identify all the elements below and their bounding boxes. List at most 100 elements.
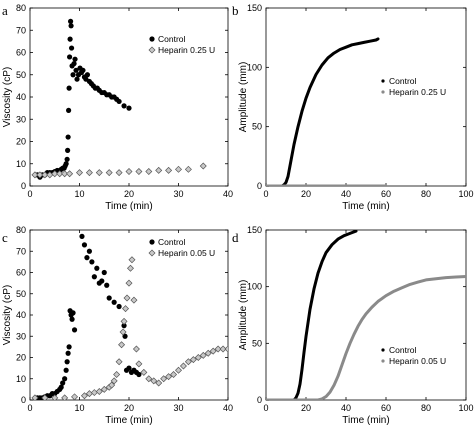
x-axis-label: Time (min) [105,201,152,212]
data-point [115,358,123,366]
data-point [111,299,117,305]
y-tick-label: 10 [16,159,26,169]
data-point [116,303,122,310]
data-point [165,166,173,174]
data-point [66,107,72,113]
data-point [132,345,140,353]
legend-marker [149,36,155,42]
legend-marker [149,239,155,245]
x-tick-label: 80 [421,189,431,199]
x-axis-label: Time (min) [342,201,389,212]
x-tick-label: 60 [381,403,391,413]
legend-entry: Control [389,76,417,86]
panel-b: 0 20 40 60 80 100 0 50 100 150 Time (min) Amplitude… [232,3,474,212]
data-point [51,170,59,178]
series-line [266,230,358,400]
data-point [113,371,121,378]
data-point [41,394,49,400]
data-point [175,165,182,173]
legend-marker [381,348,385,352]
data-point [184,358,192,366]
y-axis-label: Viscosity (cP) [2,67,13,127]
data-point [70,72,76,78]
data-point [122,333,128,339]
legend-marker [381,359,385,363]
data-point [80,67,86,73]
y-tick-label: 150 [247,225,262,235]
series-heparin-0-25-u [31,162,207,179]
data-point [71,327,78,333]
data-point [170,371,178,378]
x-tick-label: 10 [74,189,84,199]
data-point [155,379,163,387]
data-point [67,18,74,24]
x-tick-label: 20 [301,403,311,413]
data-point [91,274,97,280]
data-point [155,166,163,174]
y-tick-label: 30 [16,331,26,341]
plot-area [31,233,228,400]
y-tick-label: 0 [257,395,262,405]
data-point [73,67,79,73]
data-point [71,393,79,400]
x-tick-label: 10 [74,403,84,413]
legend-entry: Heparin 0.05 U [158,248,215,258]
data-point [81,242,88,248]
x-tick-label: 0 [263,189,268,199]
data-point [179,362,187,370]
y-axis-label: Amplitude (mm) [238,62,249,133]
data-point [122,305,130,313]
data-point [64,359,70,365]
data-point [36,171,44,179]
panel-letter: a [2,3,8,18]
data-point [61,394,69,400]
data-point [126,365,132,371]
series-control [34,18,132,180]
data-point [214,345,222,353]
data-point [199,351,207,359]
series-heparin-0-05-u [31,256,228,400]
data-point [64,156,70,162]
x-tick-label: 0 [27,189,32,199]
legend-marker [381,90,385,94]
data-point [58,384,64,390]
data-point [136,371,142,378]
data-point [110,377,118,385]
y-tick-label: 80 [16,3,26,13]
panel-letter: d [232,230,239,245]
data-point [150,377,158,385]
x-tick-label: 20 [124,403,134,413]
data-point [66,344,72,350]
legend-marker [148,249,156,257]
data-point [101,269,107,276]
data-point [219,345,227,353]
legend-entry: Heparin 0.05 U [389,356,446,366]
legend-marker [148,46,156,54]
x-tick-label: 60 [381,189,391,199]
x-tick-label: 40 [341,403,351,413]
data-point [72,56,78,62]
data-point [56,170,64,178]
panel-d: 0 20 40 60 80 100 0 50 100 150 Time (min) Amplitude… [232,225,474,425]
x-tick-label: 100 [458,403,473,413]
x-tick-label: 100 [458,189,473,199]
data-point [31,394,39,400]
x-tick-label: 40 [223,403,233,413]
data-point [70,310,76,316]
data-point [51,394,59,400]
panel-c: 0 10 20 30 40 0 10 20 30 40 50 60 70 80 Time (min) Visc… [2,225,233,425]
y-tick-label: 40 [16,310,26,320]
x-tick-label: 30 [173,189,183,199]
data-point [199,162,207,170]
data-point [65,147,71,153]
axes-frame [265,229,467,401]
data-point [130,296,138,304]
y-tick-label: 80 [16,225,26,235]
data-point [116,98,122,105]
data-point [204,349,212,357]
data-point [118,341,126,349]
x-tick-label: 20 [301,189,311,199]
panel-letter: b [232,3,239,18]
legend-entry: Control [158,237,186,247]
